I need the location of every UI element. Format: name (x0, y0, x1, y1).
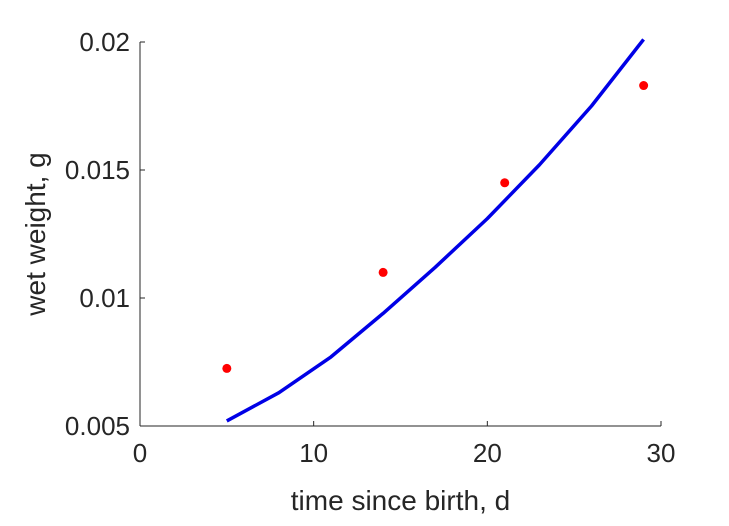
y-axis-label: wet weight, g (20, 152, 51, 316)
series (222, 38, 649, 423)
ticks: 0 10 20 30 0.005 0.01 0.015 0.02 (65, 27, 676, 468)
x-tick-label: 20 (473, 438, 502, 468)
y-tick-label: 0.015 (65, 155, 130, 185)
x-axis-label: time since birth, d (291, 485, 510, 516)
y-tick-label: 0.01 (79, 283, 130, 313)
axes (139, 42, 661, 427)
data-point (639, 81, 649, 91)
fitted-curve (225, 38, 645, 423)
data-point (500, 178, 510, 188)
x-tick-label: 0 (133, 438, 147, 468)
data-point (378, 267, 388, 277)
y-tick-label: 0.02 (79, 27, 130, 57)
x-tick-label: 30 (647, 438, 676, 468)
x-tick-label: 10 (299, 438, 328, 468)
y-tick-label: 0.005 (65, 411, 130, 441)
data-point (222, 363, 232, 373)
